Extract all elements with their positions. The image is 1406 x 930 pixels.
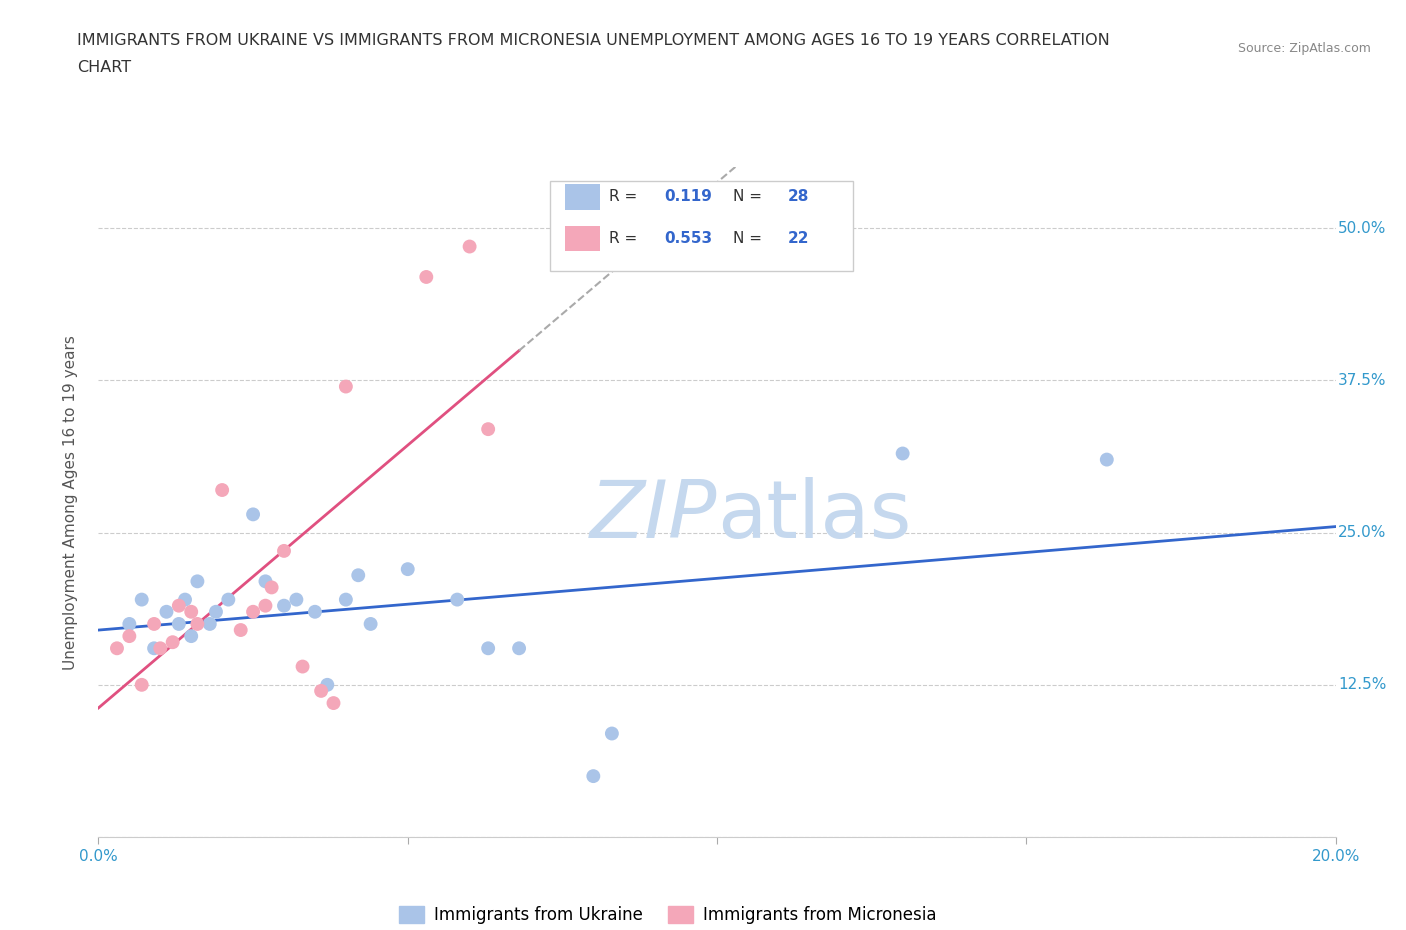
- Text: IMMIGRANTS FROM UKRAINE VS IMMIGRANTS FROM MICRONESIA UNEMPLOYMENT AMONG AGES 16: IMMIGRANTS FROM UKRAINE VS IMMIGRANTS FR…: [77, 33, 1111, 47]
- Point: [167, 617, 190, 631]
- Y-axis label: Unemployment Among Ages 16 to 19 years: Unemployment Among Ages 16 to 19 years: [63, 335, 77, 670]
- Point: [508, 641, 530, 656]
- Point: [186, 617, 208, 631]
- Point: [285, 592, 308, 607]
- FancyBboxPatch shape: [565, 184, 599, 210]
- Point: [105, 641, 128, 656]
- Text: 22: 22: [787, 231, 808, 246]
- Point: [143, 617, 166, 631]
- Point: [131, 592, 153, 607]
- Point: [1095, 452, 1118, 467]
- Point: [162, 635, 184, 650]
- Point: [273, 543, 295, 558]
- Text: CHART: CHART: [77, 60, 131, 75]
- Text: atlas: atlas: [717, 476, 911, 554]
- Point: [180, 604, 202, 619]
- Point: [186, 574, 208, 589]
- Point: [322, 696, 344, 711]
- Point: [118, 629, 141, 644]
- Text: ZIP: ZIP: [589, 476, 717, 554]
- Point: [347, 568, 370, 583]
- Text: N =: N =: [733, 231, 768, 246]
- Point: [335, 379, 357, 394]
- Point: [205, 604, 228, 619]
- Point: [229, 622, 252, 637]
- Point: [477, 641, 499, 656]
- Point: [273, 598, 295, 613]
- Point: [217, 592, 239, 607]
- Point: [174, 592, 197, 607]
- Legend: Immigrants from Ukraine, Immigrants from Micronesia: Immigrants from Ukraine, Immigrants from…: [392, 899, 943, 930]
- Point: [396, 562, 419, 577]
- Point: [415, 270, 437, 285]
- Text: 0.553: 0.553: [664, 231, 711, 246]
- FancyBboxPatch shape: [565, 226, 599, 251]
- Text: 0.119: 0.119: [664, 190, 711, 205]
- Point: [260, 580, 283, 595]
- Point: [335, 592, 357, 607]
- Text: N =: N =: [733, 190, 768, 205]
- Point: [242, 604, 264, 619]
- Text: 28: 28: [787, 190, 808, 205]
- Point: [118, 617, 141, 631]
- Text: 37.5%: 37.5%: [1339, 373, 1386, 388]
- Point: [316, 677, 339, 692]
- Point: [211, 483, 233, 498]
- Text: 50.0%: 50.0%: [1339, 220, 1386, 236]
- Point: [198, 617, 221, 631]
- Text: 12.5%: 12.5%: [1339, 677, 1386, 692]
- Point: [477, 421, 499, 436]
- Point: [891, 446, 914, 461]
- Point: [600, 726, 623, 741]
- Point: [131, 677, 153, 692]
- Point: [304, 604, 326, 619]
- Point: [360, 617, 382, 631]
- Point: [582, 769, 605, 784]
- Point: [143, 641, 166, 656]
- Text: R =: R =: [609, 190, 643, 205]
- Point: [155, 604, 177, 619]
- Point: [180, 629, 202, 644]
- Point: [149, 641, 172, 656]
- Point: [242, 507, 264, 522]
- Text: Source: ZipAtlas.com: Source: ZipAtlas.com: [1237, 42, 1371, 55]
- FancyBboxPatch shape: [550, 180, 853, 272]
- Point: [446, 592, 468, 607]
- Point: [309, 684, 332, 698]
- Point: [458, 239, 481, 254]
- Point: [254, 574, 277, 589]
- Point: [167, 598, 190, 613]
- Text: 25.0%: 25.0%: [1339, 525, 1386, 540]
- Text: R =: R =: [609, 231, 643, 246]
- Point: [291, 659, 314, 674]
- Point: [254, 598, 277, 613]
